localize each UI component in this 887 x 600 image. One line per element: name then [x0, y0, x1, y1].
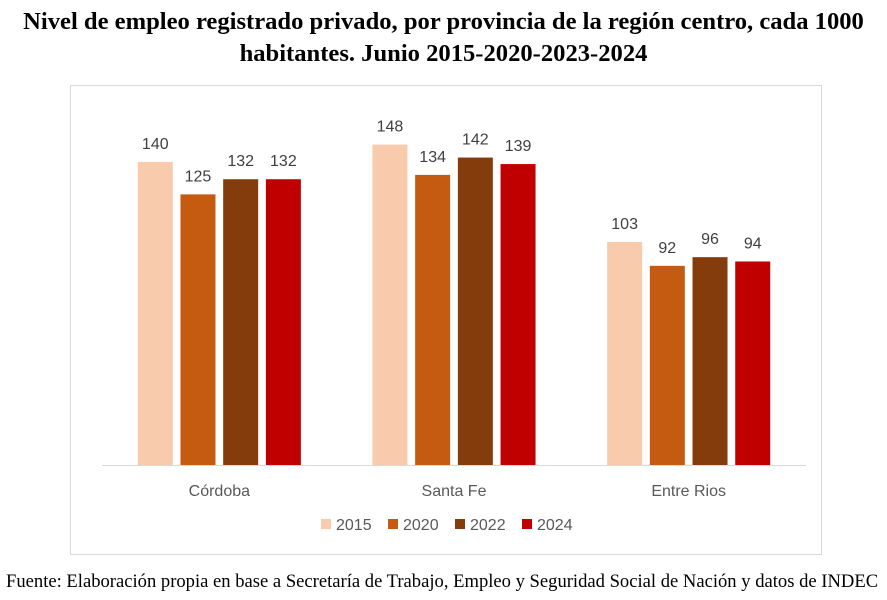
bar-entre-rios-2015 [607, 242, 643, 465]
data-label-entre-rios-2015: 103 [611, 216, 638, 233]
bar-entre-rios-2024 [735, 261, 771, 465]
legend-label-2020: 2020 [403, 517, 439, 534]
legend-item-2022: 2022 [455, 517, 506, 534]
data-label-entre-rios-2024: 94 [744, 235, 762, 252]
data-label-santa-fe-2024: 139 [505, 138, 532, 155]
legend-label-2022: 2022 [470, 517, 506, 534]
data-label-entre-rios-2020: 92 [658, 240, 676, 257]
legend-swatch-2020 [388, 519, 398, 529]
bars-layer [137, 144, 771, 466]
bar-cordoba-2015 [137, 161, 173, 465]
bar-santa-fe-2024 [500, 164, 536, 465]
data-label-santa-fe-2020: 134 [419, 149, 446, 166]
data-label-entre-rios-2022: 96 [701, 231, 719, 248]
category-labels-layer: Córdoba Santa Fe Entre Rios [189, 483, 726, 500]
legend-swatch-2015 [321, 519, 331, 529]
bar-cordoba-2022 [223, 179, 259, 465]
data-label-cordoba-2022: 132 [227, 153, 254, 170]
legend: 2015 2020 2022 2024 [321, 517, 573, 534]
bar-cordoba-2020 [180, 194, 216, 466]
data-label-cordoba-2020: 125 [185, 168, 212, 185]
legend-item-2024: 2024 [522, 517, 573, 534]
legend-label-2024: 2024 [537, 517, 573, 534]
source-note: Fuente: Elaboración propia en base a Sec… [6, 571, 879, 592]
bar-entre-rios-2022 [692, 257, 728, 465]
bar-cordoba-2024 [265, 179, 301, 465]
bar-chart: 140 125 132 132 148 134 142 139 103 92 96 94 Córdob… [70, 85, 822, 555]
category-label-cordoba: Córdoba [189, 483, 250, 500]
bar-santa-fe-2022 [457, 157, 493, 465]
legend-swatch-2024 [522, 519, 532, 529]
category-label-entre-rios: Entre Rios [651, 483, 726, 500]
category-label-santa-fe: Santa Fe [422, 483, 487, 500]
bar-entre-rios-2020 [649, 265, 685, 465]
data-label-cordoba-2024: 132 [270, 153, 297, 170]
legend-item-2020: 2020 [388, 517, 439, 534]
bar-santa-fe-2020 [415, 174, 451, 465]
legend-item-2015: 2015 [321, 517, 372, 534]
data-labels-layer: 140 125 132 132 148 134 142 139 103 92 96 94 [142, 119, 762, 257]
data-label-santa-fe-2022: 142 [462, 132, 489, 149]
chart-title: Nivel de empleo registrado privado, por … [23, 8, 864, 67]
chart-area: 140 125 132 132 148 134 142 139 103 92 96 94 Córdob… [70, 85, 822, 555]
data-label-cordoba-2015: 140 [142, 136, 169, 153]
bar-santa-fe-2015 [372, 144, 408, 465]
legend-label-2015: 2015 [336, 517, 372, 534]
legend-swatch-2022 [455, 519, 465, 529]
data-label-santa-fe-2015: 148 [377, 119, 404, 136]
